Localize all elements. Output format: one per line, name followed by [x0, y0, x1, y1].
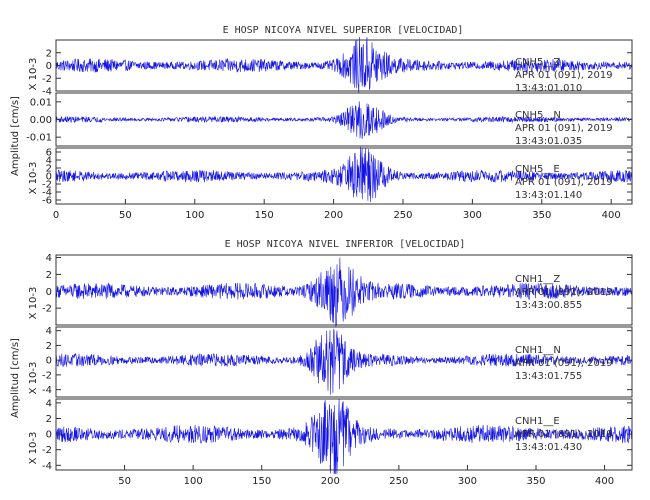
y-tick-label: 0.00	[30, 115, 52, 126]
y-tick-label: 4	[46, 326, 52, 337]
y-tick-label: -4	[42, 87, 52, 98]
time-label-inferior-z: 13:43:00.855	[515, 300, 582, 311]
y-tick-label: -2	[42, 445, 52, 456]
channel-label-superior-z: CNH5__Z	[515, 57, 560, 68]
panel-inferior-e: X 10-3 CNH1__E APR 01 (091), 2019 13:43:…	[28, 398, 633, 475]
x-tick-label: 100	[185, 210, 204, 221]
y-axis-label-superior: Amplitud [cm/s]	[10, 96, 21, 176]
y-tick-label: -2	[42, 370, 52, 381]
multiplier-inferior-e: X 10-3	[28, 432, 39, 465]
y-tick-label: -2	[42, 304, 52, 315]
y-tick-label: 0	[46, 61, 52, 72]
panel-superior-e: X 10-3 CNH5__E APR 01 (091), 2019 13:43:…	[28, 146, 633, 207]
x-tick-label: 100	[184, 476, 203, 487]
date-label-superior-z: APR 01 (091), 2019	[515, 70, 613, 81]
x-tick-label: 50	[119, 210, 132, 221]
time-label-superior-z: 13:43:01.010	[515, 83, 582, 94]
x-tick-label: 250	[389, 476, 408, 487]
y-tick-label: 4	[46, 398, 52, 409]
x-tick-label: 300	[458, 476, 477, 487]
x-tick-label: 400	[595, 476, 614, 487]
y-tick-label: 2	[46, 48, 52, 59]
chart-title-superior: E HOSP NICOYA NIVEL SUPERIOR [VELOCIDAD]	[223, 25, 464, 36]
y-tick-label: 0	[46, 356, 52, 367]
date-label-superior-e: APR 01 (091), 2019	[515, 177, 613, 188]
y-tick-label: -2	[42, 180, 52, 191]
date-label-inferior-e: APR 01 (091), 2019	[515, 429, 613, 440]
y-tick-label: 4	[46, 253, 52, 264]
time-label-superior-e: 13:43:01.140	[515, 190, 582, 201]
time-label-inferior-n: 13:43:01.755	[515, 371, 582, 382]
y-tick-label: 2	[46, 164, 52, 175]
multiplier-inferior-z: X 10-3	[28, 287, 39, 320]
trace-inferior-e	[55, 398, 633, 475]
x-tick-label: 150	[252, 476, 271, 487]
time-label-inferior-e: 13:43:01.430	[515, 442, 582, 453]
x-axis-superior: 0 50 100 150 200 250 300 350 400	[53, 199, 621, 221]
y-tick-label: -6	[42, 196, 52, 207]
y-tick-label: 6	[46, 148, 52, 159]
y-tick-label: 0	[46, 287, 52, 298]
trace-inferior-n	[55, 328, 633, 395]
channel-label-inferior-n: CNH1__N	[515, 345, 561, 356]
x-tick-label: 350	[526, 476, 545, 487]
trace-superior-n	[55, 101, 633, 140]
channel-label-superior-e: CNH5__E	[515, 164, 560, 175]
y-tick-label: 0	[46, 172, 52, 183]
y-tick-label: 0.01	[30, 97, 52, 108]
multiplier-inferior-n: X 10-3	[28, 362, 39, 395]
channel-label-superior-n: CNH5__N	[515, 110, 561, 121]
y-tick-label: -4	[42, 385, 52, 396]
multiplier-superior-z: X 10-3	[28, 58, 39, 91]
panel-inferior-n: X 10-3 CNH1__N APR 01 (091), 2019 13:43:…	[28, 326, 633, 398]
x-tick-label: 400	[602, 210, 621, 221]
x-axis-inferior: 50 100 150 200 250 300 350 400	[118, 465, 614, 487]
x-tick-label: 150	[255, 210, 274, 221]
y-tick-label: -4	[42, 461, 52, 472]
y-tick-label: -0.01	[26, 133, 52, 144]
x-tick-label: 50	[118, 476, 131, 487]
trace-inferior-z	[55, 257, 633, 327]
y-axis-label-inferior: Amplitud [cm/s]	[10, 338, 21, 418]
y-tick-label: 0	[46, 430, 52, 441]
panel-inferior-z: X 10-3 CNH1__Z APR 01 (091), 2019 13:43:…	[28, 253, 633, 327]
trace-superior-z	[55, 36, 633, 94]
trace-superior-e	[55, 146, 633, 203]
x-tick-label: 0	[53, 210, 59, 221]
y-tick-label: 2	[46, 341, 52, 352]
multiplier-superior-e: X 10-3	[28, 162, 39, 195]
time-label-superior-n: 13:43:01.035	[515, 136, 582, 147]
date-label-superior-n: APR 01 (091), 2019	[515, 123, 613, 134]
x-tick-label: 250	[393, 210, 412, 221]
x-tick-label: 200	[321, 476, 340, 487]
date-label-inferior-n: APR 01 (091), 2019	[515, 358, 613, 369]
chart-inferior: E HOSP NICOYA NIVEL INFERIOR [VELOCIDAD]…	[10, 239, 633, 487]
x-tick-label: 200	[324, 210, 343, 221]
x-tick-label: 350	[532, 210, 551, 221]
date-label-inferior-z: APR 01 (091), 2019	[515, 287, 613, 298]
channel-label-inferior-e: CNH1__E	[515, 416, 560, 427]
y-tick-label: 4	[46, 156, 52, 167]
y-tick-label: -2	[42, 74, 52, 85]
y-tick-label: 2	[46, 270, 52, 281]
panel-superior-z: X 10-3 CNH5__Z APR 01 (091), 2019 13:43:…	[28, 36, 633, 98]
y-tick-label: 2	[46, 414, 52, 425]
chart-superior: E HOSP NICOYA NIVEL SUPERIOR [VELOCIDAD]…	[10, 25, 633, 221]
y-tick-label: -4	[42, 188, 52, 199]
x-tick-label: 300	[463, 210, 482, 221]
chart-title-inferior: E HOSP NICOYA NIVEL INFERIOR [VELOCIDAD]	[225, 239, 466, 250]
channel-label-inferior-z: CNH1__Z	[515, 274, 560, 285]
panel-superior-n: CNH5__N APR 01 (091), 2019 13:43:01.035 …	[26, 92, 633, 147]
